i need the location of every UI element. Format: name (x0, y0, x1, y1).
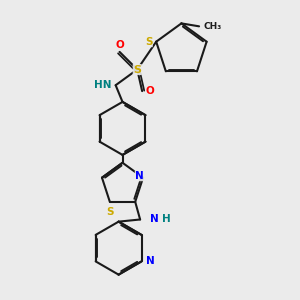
Text: N: N (150, 214, 159, 224)
Text: H: H (162, 214, 170, 224)
Text: CH₃: CH₃ (204, 22, 222, 31)
Text: O: O (115, 40, 124, 50)
Text: HN: HN (94, 80, 112, 90)
Text: S: S (133, 64, 141, 74)
Text: S: S (106, 207, 114, 217)
Text: O: O (146, 86, 154, 96)
Text: N: N (135, 171, 144, 181)
Text: S: S (145, 37, 152, 47)
Text: N: N (146, 256, 155, 266)
